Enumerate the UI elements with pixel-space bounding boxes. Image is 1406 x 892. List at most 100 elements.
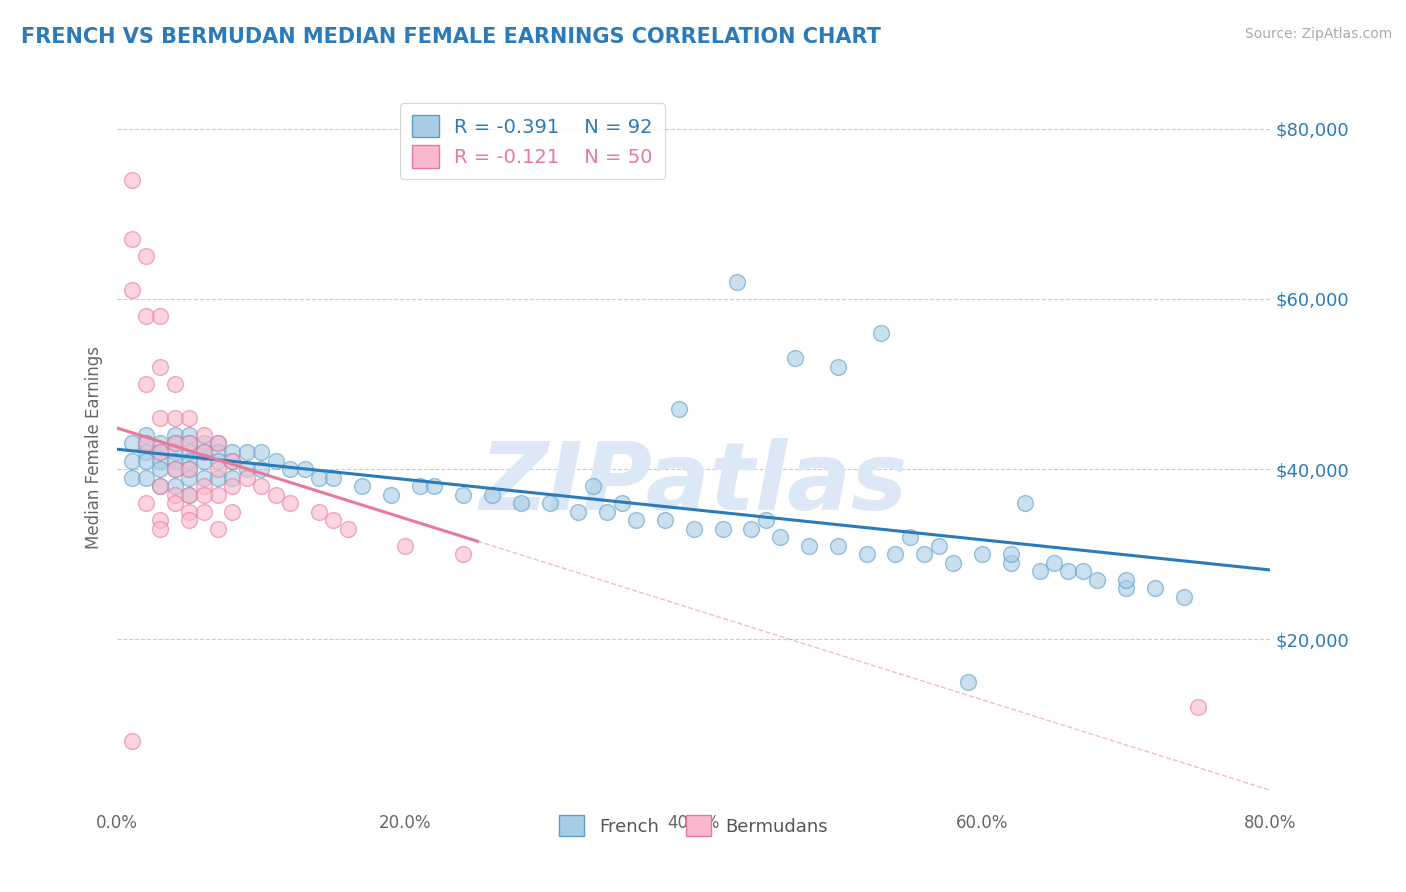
Point (755, 513, 778, 527)
Point (278, 496, 301, 510)
Point (1187, 700, 1209, 714)
Point (193, 453, 215, 467)
Point (163, 376, 186, 391)
Point (163, 462, 186, 476)
Point (149, 522, 172, 536)
Point (163, 479, 186, 493)
Point (942, 556, 965, 570)
Point (610, 496, 633, 510)
Point (1115, 581, 1137, 595)
Point (1014, 496, 1036, 510)
Point (1028, 564, 1050, 578)
Point (725, 275, 748, 289)
Point (149, 411, 172, 425)
Point (352, 479, 374, 493)
Point (221, 504, 243, 518)
Point (740, 522, 762, 536)
Point (1085, 573, 1108, 587)
Point (884, 547, 907, 561)
Point (135, 249, 157, 263)
Point (135, 376, 157, 391)
Point (207, 436, 229, 450)
Point (928, 539, 950, 553)
Text: Source: ZipAtlas.com: Source: ZipAtlas.com (1244, 27, 1392, 41)
Point (538, 496, 561, 510)
Point (624, 513, 647, 527)
Point (163, 487, 186, 501)
Point (322, 470, 344, 484)
Point (236, 462, 259, 476)
Point (711, 522, 734, 536)
Point (207, 522, 229, 536)
Point (121, 232, 143, 246)
Point (135, 436, 157, 450)
Point (278, 462, 301, 476)
Point (451, 487, 474, 501)
Point (121, 453, 143, 467)
Point (163, 411, 186, 425)
Point (322, 513, 344, 527)
Point (956, 674, 979, 689)
Point (207, 445, 229, 459)
Text: FRENCH VS BERMUDAN MEDIAN FEMALE EARNINGS CORRELATION CHART: FRENCH VS BERMUDAN MEDIAN FEMALE EARNING… (21, 27, 882, 46)
Point (163, 445, 186, 459)
Point (596, 504, 619, 518)
Point (149, 445, 172, 459)
Point (221, 479, 243, 493)
Point (912, 547, 935, 561)
Point (193, 436, 215, 450)
Point (394, 539, 416, 553)
Point (1043, 556, 1066, 570)
Point (149, 445, 172, 459)
Point (870, 326, 893, 340)
Point (135, 309, 157, 323)
Point (179, 436, 201, 450)
Point (149, 479, 172, 493)
Point (221, 470, 243, 484)
Point (827, 359, 849, 374)
Point (179, 487, 201, 501)
Point (250, 479, 273, 493)
Point (308, 470, 330, 484)
Point (179, 462, 201, 476)
Point (682, 522, 704, 536)
Point (135, 436, 157, 450)
Point (121, 734, 143, 748)
Point (149, 359, 172, 374)
Point (221, 445, 243, 459)
Point (1057, 564, 1080, 578)
Point (207, 487, 229, 501)
Point (135, 428, 157, 442)
Point (250, 462, 273, 476)
Point (193, 504, 215, 518)
Point (207, 453, 229, 467)
Point (121, 284, 143, 298)
Point (1115, 573, 1137, 587)
Point (163, 428, 186, 442)
Point (582, 479, 605, 493)
Point (769, 530, 792, 544)
Point (135, 496, 157, 510)
Point (149, 513, 172, 527)
Point (1000, 556, 1022, 570)
Text: ZIPatlas: ZIPatlas (479, 438, 908, 530)
Point (179, 436, 201, 450)
Point (207, 470, 229, 484)
Point (163, 462, 186, 476)
Point (163, 496, 186, 510)
Point (179, 445, 201, 459)
Point (179, 513, 201, 527)
Point (149, 453, 172, 467)
Point (409, 479, 432, 493)
Point (898, 530, 921, 544)
Point (179, 428, 201, 442)
Point (179, 462, 201, 476)
Point (179, 487, 201, 501)
Point (193, 445, 215, 459)
Point (179, 470, 201, 484)
Point (221, 453, 243, 467)
Y-axis label: Median Female Earnings: Median Female Earnings (86, 346, 103, 549)
Point (797, 539, 820, 553)
Point (1143, 581, 1166, 595)
Point (250, 445, 273, 459)
